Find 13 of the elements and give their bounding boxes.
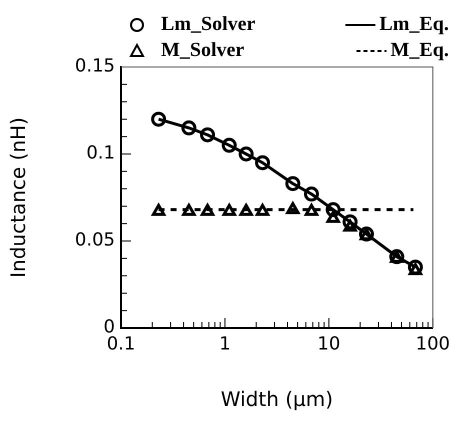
x-axis-title: Width (μm): [220, 387, 334, 412]
y-axis-title: Inductance (nH): [6, 117, 30, 278]
x-tick-label: 10: [317, 333, 340, 354]
legend-label: Lm_Eq.: [379, 13, 449, 36]
x-tick-label: 0.1: [106, 333, 136, 354]
y-tick-label: 0.15: [74, 56, 115, 77]
y-tick-label: 0.1: [86, 142, 115, 164]
x-tick-label: 100: [416, 333, 450, 354]
y-tick-label: 0.05: [74, 230, 115, 251]
legend-label: Lm_Solver: [161, 13, 256, 36]
legend-label: M_Solver: [161, 39, 244, 62]
legend-label: M_Eq.: [390, 39, 449, 62]
x-tick-label: 1: [219, 333, 231, 354]
